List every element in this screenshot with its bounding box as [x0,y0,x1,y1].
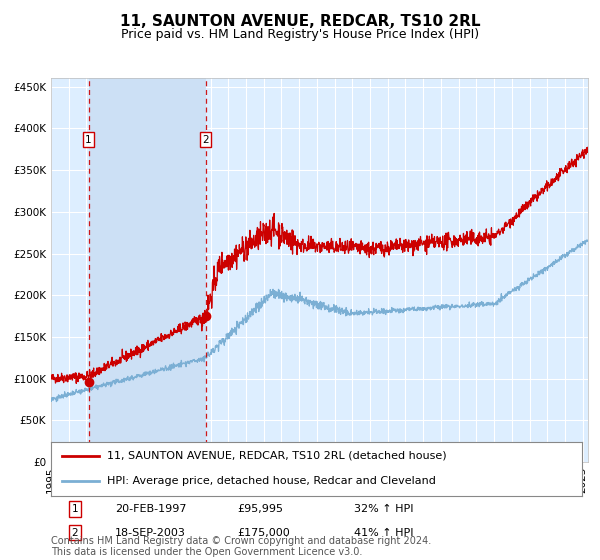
Text: 11, SAUNTON AVENUE, REDCAR, TS10 2RL (detached house): 11, SAUNTON AVENUE, REDCAR, TS10 2RL (de… [107,451,446,461]
Text: £95,995: £95,995 [237,504,283,514]
Text: Price paid vs. HM Land Registry's House Price Index (HPI): Price paid vs. HM Land Registry's House … [121,28,479,41]
Text: 2: 2 [202,135,209,145]
Text: Contains HM Land Registry data © Crown copyright and database right 2024.
This d: Contains HM Land Registry data © Crown c… [51,535,431,557]
Text: 20-FEB-1997: 20-FEB-1997 [115,504,186,514]
Text: 2: 2 [71,528,78,538]
Text: £175,000: £175,000 [237,528,290,538]
Text: 32% ↑ HPI: 32% ↑ HPI [353,504,413,514]
Text: 11, SAUNTON AVENUE, REDCAR, TS10 2RL: 11, SAUNTON AVENUE, REDCAR, TS10 2RL [120,14,480,29]
Bar [89,78,206,462]
Text: 1: 1 [71,504,78,514]
Text: 18-SEP-2003: 18-SEP-2003 [115,528,185,538]
Text: 41% ↑ HPI: 41% ↑ HPI [353,528,413,538]
Text: HPI: Average price, detached house, Redcar and Cleveland: HPI: Average price, detached house, Redc… [107,476,436,486]
Text: 1: 1 [85,135,92,145]
